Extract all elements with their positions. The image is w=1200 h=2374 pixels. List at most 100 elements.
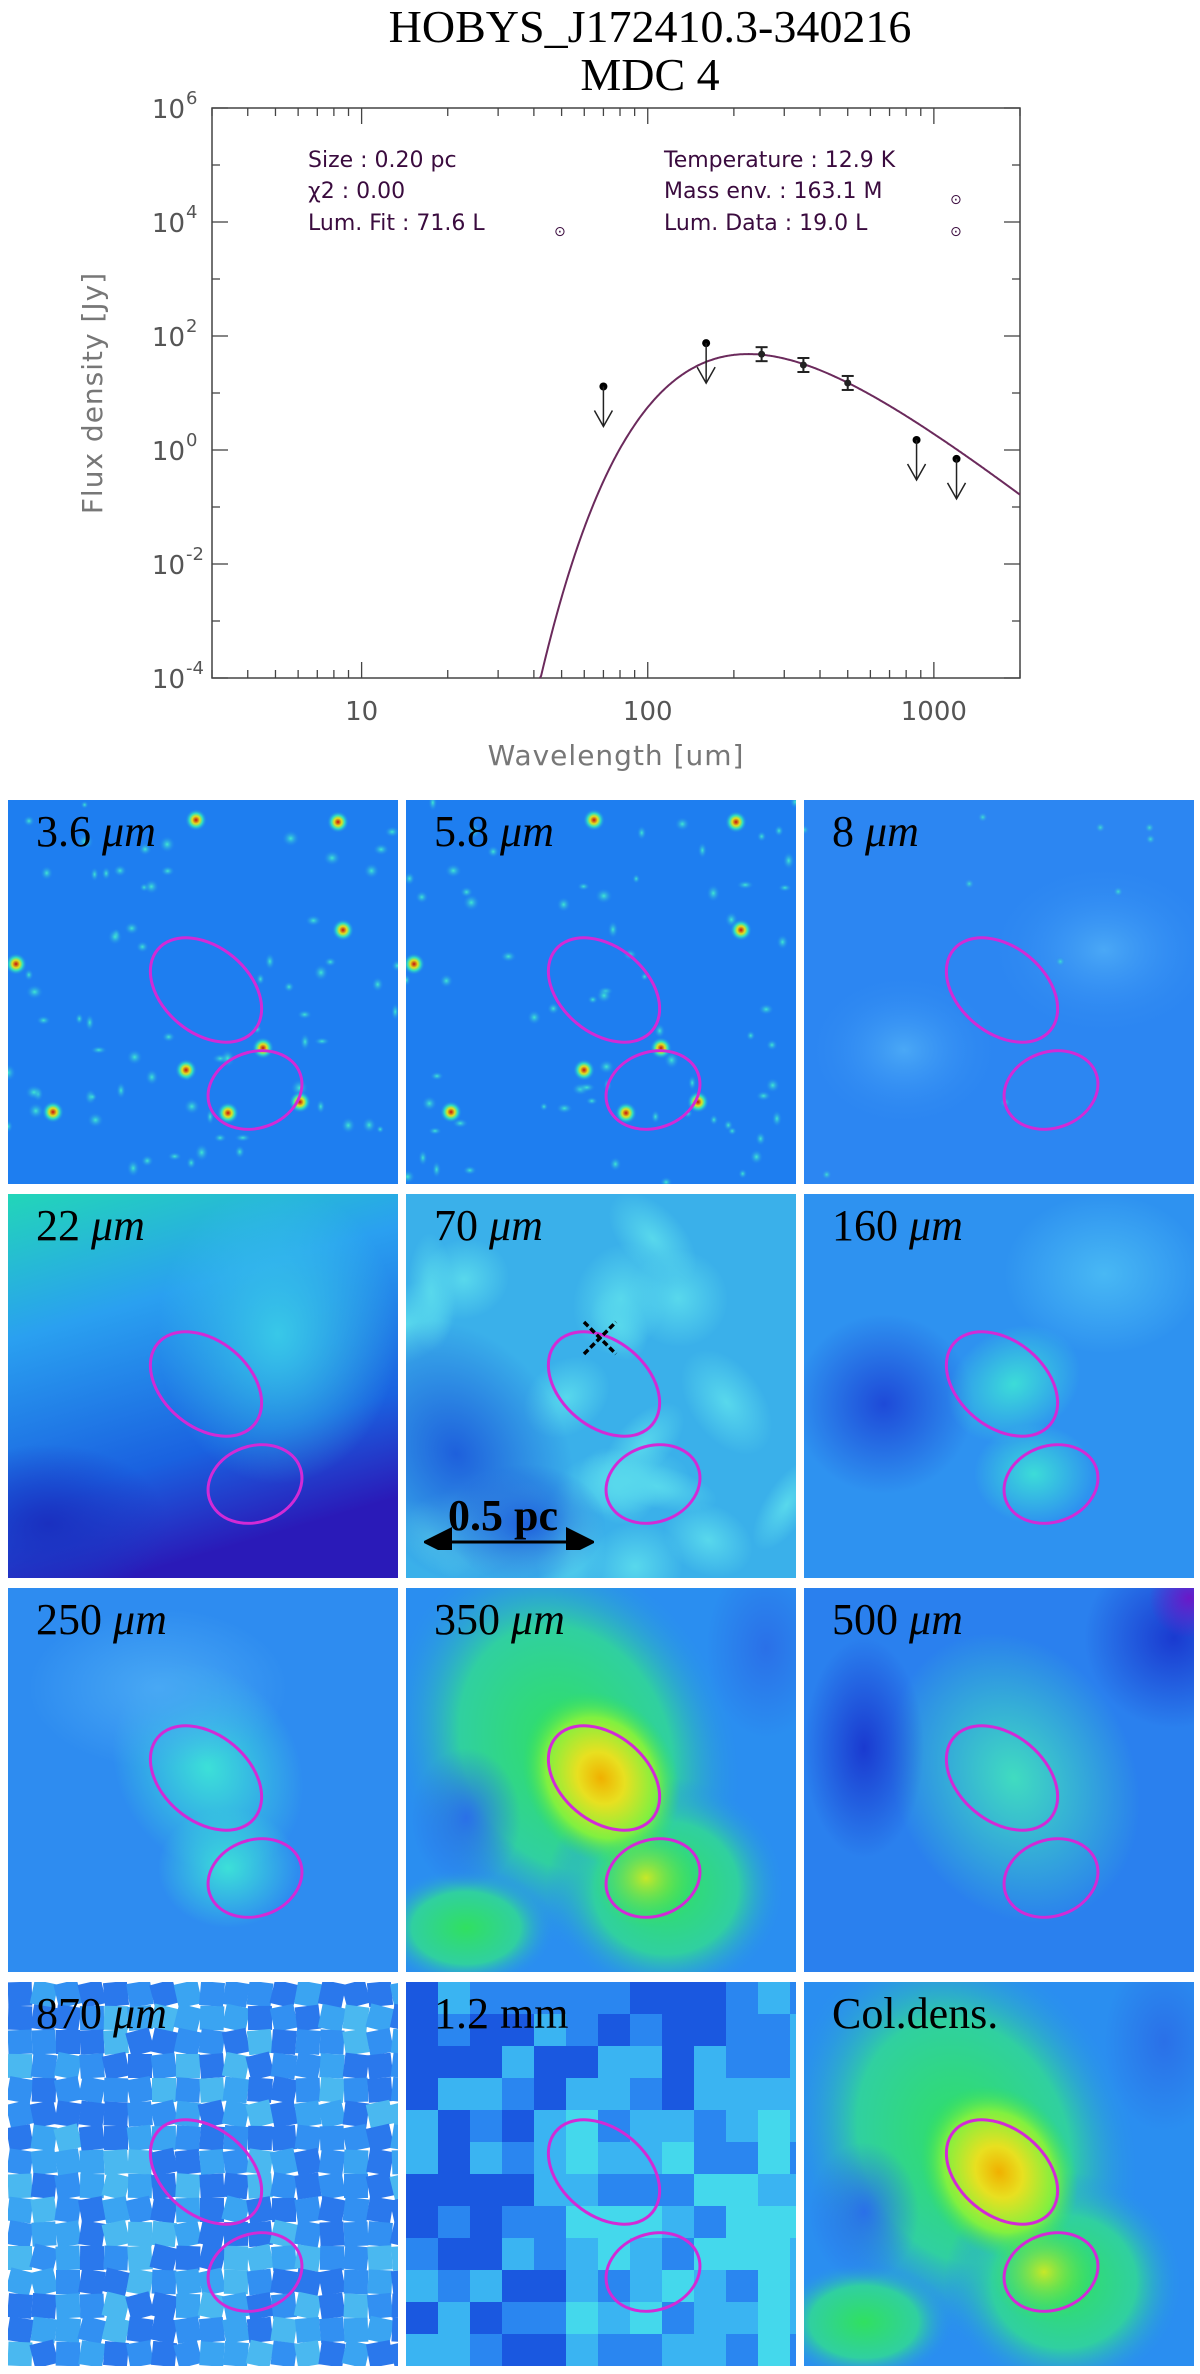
image-panel: 3.6 μm — [8, 800, 398, 1184]
panel-map — [406, 800, 796, 1184]
scale-bar-arrow — [424, 1527, 594, 1550]
image-panel: 350 μm — [406, 1588, 796, 1972]
panel-label-value: 5.8 — [434, 807, 500, 856]
upper-limit-arrowhead — [906, 463, 927, 482]
panel-label: 8 μm — [832, 806, 919, 857]
panel-map — [8, 1982, 398, 2366]
y-tick-exponent: 4 — [186, 202, 197, 223]
panel-map — [804, 1982, 1194, 2366]
upper-limit-arrowhead — [696, 366, 716, 385]
source-ellipse-secondary — [206, 2231, 304, 2313]
panel-map — [8, 800, 398, 1184]
peak-cross-marker — [582, 1320, 618, 1356]
panel-label-unit: μm — [113, 1595, 167, 1644]
scale-bar: 0.5 pc — [424, 1490, 594, 1550]
source-ellipse-secondary — [206, 1837, 304, 1919]
info-block: Size : 0.20 pc χ2 : 0.00 Lum. Fit : 71.6… — [308, 148, 962, 240]
upper-limit-arrowhead — [593, 410, 614, 429]
panel-label-value: 250 — [36, 1595, 113, 1644]
panel-label-value: 160 — [832, 1201, 909, 1250]
y-tick-label: 10 — [152, 551, 185, 581]
panel-map — [804, 1588, 1194, 1972]
model-curve — [539, 352, 1021, 679]
image-panel: 500 μm — [804, 1588, 1194, 1972]
source-ellipse-secondary — [604, 1443, 702, 1525]
upper-limit-arrowhead — [946, 482, 967, 501]
panel-label: 1.2 mm — [434, 1988, 568, 2039]
source-ellipse-main — [546, 1330, 662, 1438]
panel-label-value: 8 — [832, 807, 865, 856]
info-temperature: Temperature : 12.9 K — [663, 148, 896, 173]
axis-ticks — [211, 107, 1021, 679]
panel-label-value: 3.6 — [36, 807, 102, 856]
panel-label: 250 μm — [36, 1594, 167, 1645]
source-ellipse-main — [546, 936, 662, 1044]
source-ellipse-main — [148, 1724, 264, 1832]
info-mass-sun: ⊙ — [950, 192, 962, 208]
image-panel-grid: 3.6 μm 5.8 μm 8 μm 22 μm 70 μm 160 μm 250 μm 35… — [8, 800, 1196, 2368]
image-panel: 5.8 μm — [406, 800, 796, 1184]
upper-limit-points — [593, 339, 967, 501]
y-tick-label: 10 — [152, 665, 185, 695]
x-tick-label: 10 — [345, 697, 378, 727]
panel-label-unit: μm — [500, 807, 554, 856]
panel-label-unit: μm — [113, 1989, 167, 2038]
source-ellipse-main — [546, 1724, 662, 1832]
detection-point — [799, 361, 807, 369]
source-ellipse-secondary — [1002, 2231, 1100, 2313]
source-ellipse-secondary — [604, 1049, 702, 1131]
detection-point — [844, 379, 852, 387]
panel-map — [804, 1194, 1194, 1578]
detection-point — [758, 350, 766, 358]
panel-label: 160 μm — [832, 1200, 963, 1251]
panel-label: 5.8 μm — [434, 806, 554, 857]
panel-label-unit: μm — [909, 1595, 963, 1644]
image-panel: 250 μm — [8, 1588, 398, 1972]
x-tick-label: 1000 — [901, 697, 967, 727]
image-panel: 1.2 mm — [406, 1982, 796, 2366]
panel-label: 350 μm — [434, 1594, 565, 1645]
x-tick-labels: 10 100 1000 — [345, 697, 967, 727]
panel-label-unit: μm — [865, 807, 919, 856]
panel-label-value: 70 — [434, 1201, 489, 1250]
source-ellipse-main — [148, 1330, 264, 1438]
source-ellipse-secondary — [206, 1443, 304, 1525]
panel-label-unit: μm — [511, 1595, 565, 1644]
panel-label-unit: μm — [489, 1201, 543, 1250]
panel-label-unit: μm — [91, 1201, 145, 1250]
source-ellipse-main — [148, 2118, 264, 2226]
image-panel: 870 μm — [8, 1982, 398, 2366]
panel-map — [406, 1982, 796, 2366]
source-ellipse-secondary — [1002, 1049, 1100, 1131]
source-ellipse-secondary — [1002, 1837, 1100, 1919]
info-mass-env: Mass env. : 163.1 M — [664, 179, 883, 204]
source-ellipse-secondary — [1002, 1443, 1100, 1525]
info-lum-fit: Lum. Fit : 71.6 L — [308, 211, 485, 236]
panel-label-value: 870 — [36, 1989, 113, 2038]
source-ellipse-secondary — [604, 1837, 702, 1919]
panel-label: 500 μm — [832, 1594, 963, 1645]
chart-title-line1: HOBYS_J172410.3-340216 — [389, 1, 912, 52]
panel-label: Col.dens. — [832, 1988, 998, 2039]
detection-points — [755, 346, 854, 391]
source-ellipse-secondary — [604, 2231, 702, 2313]
y-tick-exponent: -4 — [186, 658, 204, 679]
image-panel: 8 μm — [804, 800, 1194, 1184]
source-ellipse-main — [944, 1330, 1060, 1438]
chart-title-line2: MDC 4 — [580, 49, 719, 100]
panel-label: 870 μm — [36, 1988, 167, 2039]
panel-label-unit: μm — [102, 807, 156, 856]
image-panel: Col.dens. — [804, 1982, 1194, 2366]
info-lum-fit-sun: ⊙ — [554, 224, 566, 240]
panel-label-value: 350 — [434, 1595, 511, 1644]
image-panel: 22 μm — [8, 1194, 398, 1578]
y-tick-label: 10 — [152, 437, 185, 467]
panel-map — [8, 1588, 398, 1972]
y-tick-label: 10 — [152, 323, 185, 353]
image-panel: 160 μm — [804, 1194, 1194, 1578]
y-tick-exponent: 0 — [186, 430, 197, 451]
info-lum-data: Lum. Data : 19.0 L — [664, 211, 868, 236]
panel-label-value: Col.dens. — [832, 1989, 999, 2038]
info-size: Size : 0.20 pc — [308, 148, 457, 173]
